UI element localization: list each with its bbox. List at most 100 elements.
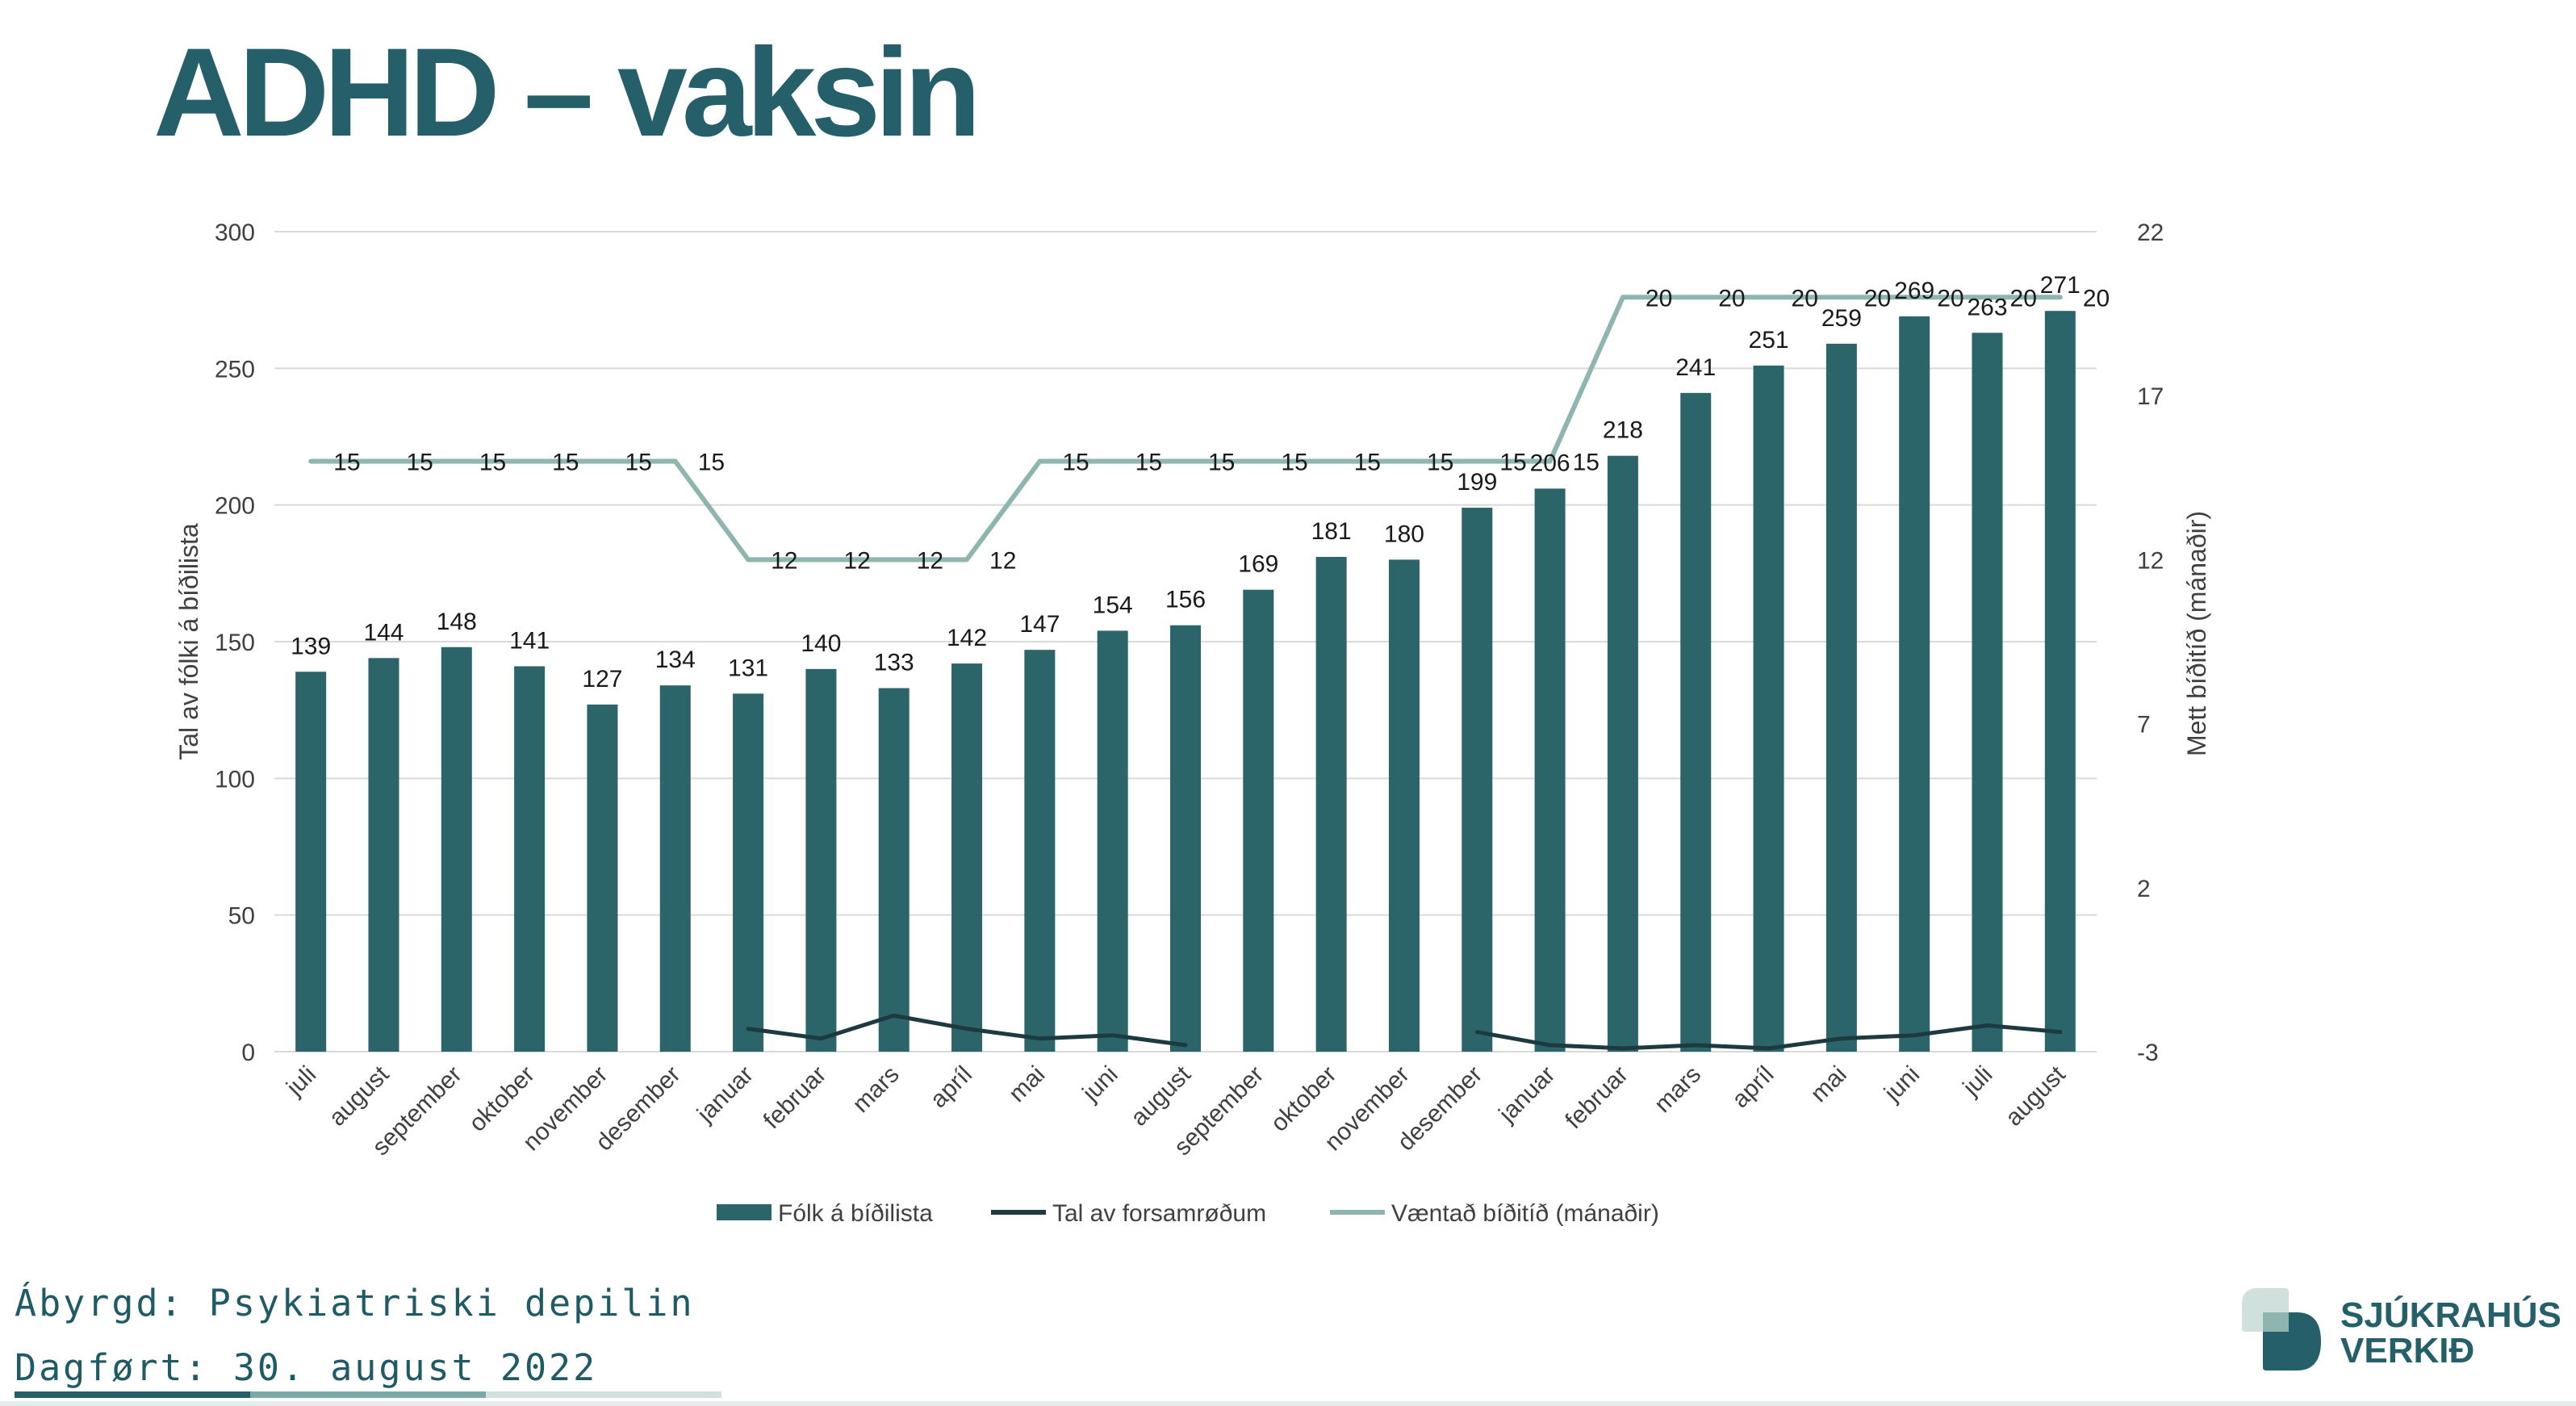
x-tick-label: mai (1004, 1061, 1051, 1108)
y-tick-label: 0 (241, 1040, 255, 1066)
bar-value-label: 141 (509, 627, 550, 654)
line-series (308, 295, 2063, 1051)
bar-value-label: 180 (1384, 521, 1424, 547)
x-tick-label: apríl (925, 1061, 977, 1114)
footer-responsible: Ábyrgd: Psykiatriski depilin (15, 1282, 695, 1324)
logo-text-line2: VERKIÐ (2340, 1331, 2475, 1370)
wait-value-label: 20 (1646, 285, 1672, 312)
bar (1607, 455, 1638, 1052)
x-tick-label: februar (1560, 1061, 1633, 1135)
logo-text-line1: SJÚKRAHÚS (2340, 1295, 2561, 1335)
wait-value-label: 20 (2010, 285, 2037, 312)
bar-value-label: 181 (1311, 518, 1352, 545)
wait-value-label: 15 (333, 449, 360, 475)
wait-value-label: 15 (1354, 449, 1381, 475)
page-title: ADHD – vaksin (153, 23, 981, 163)
y2-tick-label: 2 (2137, 876, 2151, 902)
x-tick-label: februar (759, 1061, 832, 1135)
bar (1388, 559, 1420, 1052)
bar (2044, 311, 2076, 1052)
bar (1097, 630, 1128, 1052)
x-tick-label: juli (1957, 1061, 1997, 1102)
wait-value-label: 15 (1208, 449, 1235, 475)
bar (1534, 488, 1566, 1052)
y-tick-label: 250 (215, 356, 255, 383)
footer-accent-bar (15, 1391, 250, 1398)
bar (1462, 508, 1493, 1052)
x-tick-label: mars (1650, 1061, 1706, 1118)
bar-value-label: 147 (1019, 611, 1060, 638)
x-tick-label: januar (692, 1061, 759, 1128)
y-tick-label: 100 (215, 766, 255, 793)
bar-value-label: 154 (1093, 592, 1133, 618)
data-labels: 139 144 148 141 127 134 131 140 133 142 147 154 156 1… (291, 272, 2110, 693)
bar (733, 693, 764, 1052)
bar-value-label: 241 (1675, 354, 1716, 381)
y2-axis-title: Mett bíðitíð (mánaðir) (2182, 511, 2211, 756)
x-tick-label: august (324, 1061, 394, 1131)
bar (951, 663, 983, 1052)
logo-mark-icon (2242, 1288, 2321, 1370)
bar (659, 685, 691, 1052)
expected-wait-line (308, 295, 2063, 563)
bar (587, 704, 618, 1052)
legend-label: Væntað bíðitíð (mánaðir) (1391, 1200, 1659, 1227)
legend-label: Tal av forsamrøðum (1052, 1200, 1266, 1227)
wait-value-label: 20 (1718, 285, 1745, 312)
bar (1753, 365, 1784, 1052)
footer-accent-bar (250, 1391, 486, 1398)
wait-value-label: 15 (1281, 449, 1307, 475)
bar (878, 688, 910, 1052)
x-tick-label: juli (281, 1061, 321, 1102)
bar (805, 668, 837, 1052)
bar (1899, 316, 1930, 1052)
wait-value-label: 15 (406, 449, 433, 475)
x-tick-label: august (2001, 1061, 2071, 1131)
wait-value-label: 12 (917, 547, 943, 574)
wait-value-label: 15 (479, 449, 506, 475)
x-tick-label: apríl (1727, 1061, 1779, 1114)
y2-tick-label: 17 (2137, 383, 2164, 410)
bar (1680, 392, 1712, 1052)
legend-label: Fólk á bíðilista (778, 1200, 933, 1227)
bar-value-label: 140 (801, 630, 841, 657)
bar-value-label: 251 (1749, 327, 1789, 354)
bar-value-label: 134 (655, 647, 696, 673)
wait-value-label: 12 (771, 547, 797, 574)
bar-value-label: 131 (728, 655, 768, 681)
wait-value-label: 15 (1135, 449, 1162, 475)
wait-value-label: 20 (1864, 285, 1891, 312)
bar (368, 658, 399, 1052)
bar (295, 672, 327, 1052)
bar-value-label: 263 (1967, 294, 2007, 320)
bar (1243, 589, 1274, 1052)
wait-value-label: 15 (1062, 449, 1089, 475)
y-tick-label: 200 (215, 493, 255, 520)
bar-value-label: 206 (1530, 450, 1570, 476)
bar-value-label: 271 (2040, 272, 2080, 299)
wait-value-label: 12 (989, 547, 1016, 574)
y2-tick-label: 22 (2137, 220, 2164, 246)
bar-value-label: 199 (1457, 469, 1497, 496)
legend[interactable]: Fólk á bíðilista Tal av forsamrøðum Væntað… (717, 1200, 1659, 1227)
wait-value-label: 12 (843, 547, 870, 574)
bar-value-label: 144 (363, 619, 404, 646)
bar-value-label: 139 (291, 633, 331, 659)
bar-series (295, 311, 2076, 1052)
y-tick-label: 150 (215, 630, 255, 656)
bar (1972, 333, 2003, 1052)
y-axis-title: Tal av fólki á bíðilista (174, 523, 203, 760)
y2-tick-label: -3 (2137, 1040, 2159, 1066)
x-tick-label: januar (1494, 1061, 1561, 1128)
treatments-line (746, 1013, 2063, 1051)
y2-tick-label: 7 (2137, 712, 2151, 739)
logo: SJÚKRAHÚS VERKIÐ (2235, 1285, 2566, 1375)
bar-value-label: 218 (1603, 417, 1643, 444)
bottom-strip (0, 1401, 2576, 1406)
wait-value-label: 15 (625, 449, 651, 475)
bar-value-label: 156 (1165, 587, 1206, 613)
bar (1825, 343, 1857, 1052)
y2-tick-label: 12 (2137, 547, 2164, 574)
x-tick-label: mai (1805, 1061, 1852, 1108)
bar (514, 666, 546, 1052)
